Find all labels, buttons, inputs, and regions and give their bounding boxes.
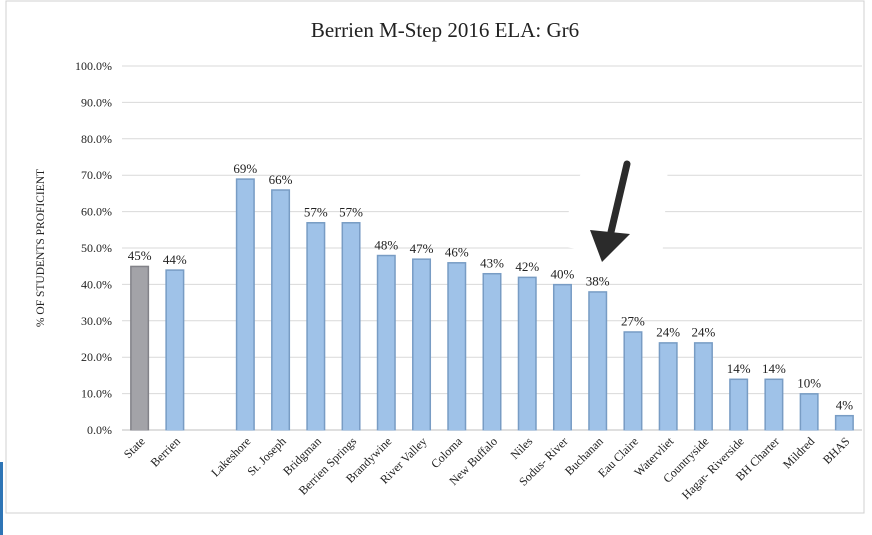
bar-fill xyxy=(589,292,606,430)
arrow-annotation xyxy=(558,150,668,262)
bar-fill xyxy=(836,416,853,430)
data-label: 57% xyxy=(339,205,363,220)
bar-fill xyxy=(272,190,289,430)
data-label: 66% xyxy=(269,172,293,187)
bar-fill xyxy=(660,343,677,430)
bar-fill xyxy=(730,380,747,430)
bar-fill xyxy=(343,223,360,430)
edge-artifact xyxy=(0,462,3,535)
arrow-backdrop xyxy=(558,150,668,262)
bar-fill xyxy=(695,343,712,430)
bar-fill xyxy=(307,223,324,430)
bar-fill xyxy=(801,394,818,430)
data-label: 27% xyxy=(621,314,645,329)
bar-fill xyxy=(765,380,782,430)
y-tick-label: 100.0% xyxy=(75,59,112,73)
bar-fill xyxy=(131,267,148,430)
data-label: 57% xyxy=(304,205,328,220)
data-label: 24% xyxy=(692,325,716,340)
data-label: 24% xyxy=(656,325,680,340)
y-tick-label: 70.0% xyxy=(81,168,112,182)
data-label: 47% xyxy=(410,241,434,256)
bar-fill xyxy=(237,179,254,430)
data-label: 43% xyxy=(480,255,504,270)
y-tick-label: 50.0% xyxy=(81,241,112,255)
arrow-head xyxy=(590,230,630,262)
data-label: 46% xyxy=(445,245,469,260)
y-tick-label: 20.0% xyxy=(81,350,112,364)
bar-fill xyxy=(624,332,641,430)
data-label: 14% xyxy=(727,361,751,376)
y-axis-label: % OF STUDENTS PROFICIENT xyxy=(35,169,47,327)
y-tick-label: 30.0% xyxy=(81,314,112,328)
data-label: 69% xyxy=(233,161,257,176)
data-label: 14% xyxy=(762,361,786,376)
data-label: 45% xyxy=(128,248,152,263)
data-label: 42% xyxy=(515,259,539,274)
y-tick-label: 10.0% xyxy=(81,387,112,401)
data-label: 4% xyxy=(836,397,854,412)
bar-fill xyxy=(484,274,500,430)
arrow-shaft xyxy=(607,160,631,236)
chart-title: Berrien M-Step 2016 ELA: Gr6 xyxy=(311,18,579,42)
data-label: 10% xyxy=(797,376,821,391)
bar-fill xyxy=(166,270,183,430)
bar-fill xyxy=(448,263,465,430)
data-label: 38% xyxy=(586,274,610,289)
bar-fill xyxy=(378,256,395,430)
bar-fill xyxy=(413,259,430,430)
data-label: 44% xyxy=(163,252,187,267)
data-label: 40% xyxy=(551,266,575,281)
y-tick-label: 0.0% xyxy=(87,423,112,437)
data-label: 48% xyxy=(374,237,398,252)
y-tick-label: 40.0% xyxy=(81,277,112,291)
bar-fill xyxy=(519,278,536,430)
y-tick-label: 60.0% xyxy=(81,205,112,219)
y-tick-label: 80.0% xyxy=(81,132,112,146)
y-tick-label: 90.0% xyxy=(81,95,112,109)
bar-fill xyxy=(554,285,571,430)
